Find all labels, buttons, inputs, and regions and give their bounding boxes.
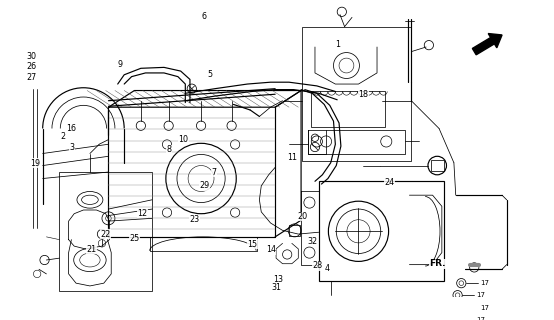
Text: 25: 25 (129, 234, 140, 243)
Text: 15: 15 (247, 240, 258, 249)
Text: 3: 3 (69, 143, 74, 152)
Text: 26: 26 (27, 62, 37, 71)
Text: 7: 7 (212, 168, 217, 177)
Text: 10: 10 (178, 135, 188, 144)
Text: 27: 27 (27, 73, 37, 82)
Text: FR.: FR. (429, 260, 445, 268)
Bar (302, 27, 411, 161)
Bar (59, 172, 152, 291)
Text: 20: 20 (297, 212, 307, 221)
FancyArrow shape (473, 34, 502, 55)
Text: 17: 17 (480, 305, 489, 311)
Text: 28: 28 (312, 261, 322, 270)
Text: 5: 5 (208, 70, 213, 79)
Text: 6: 6 (202, 12, 207, 21)
Text: 1: 1 (335, 40, 340, 49)
Text: 14: 14 (266, 245, 276, 254)
Text: 16: 16 (66, 124, 76, 133)
Text: 29: 29 (199, 181, 209, 190)
Text: 18: 18 (358, 91, 368, 100)
Text: 21: 21 (86, 244, 96, 253)
Text: 24: 24 (385, 178, 395, 187)
Text: 32: 32 (308, 237, 318, 246)
Text: 30: 30 (27, 52, 37, 61)
Bar (311, 92, 386, 127)
Text: 17: 17 (480, 280, 489, 286)
Text: 9: 9 (118, 60, 123, 69)
Text: 17: 17 (476, 317, 485, 320)
Bar (319, 181, 444, 281)
Text: 17: 17 (476, 292, 485, 298)
Text: 23: 23 (190, 215, 200, 224)
Text: 4: 4 (325, 264, 330, 273)
Text: 11: 11 (288, 153, 297, 162)
Text: 13: 13 (273, 275, 283, 284)
Text: 22: 22 (100, 230, 110, 239)
Text: 12: 12 (137, 209, 147, 218)
Text: 2: 2 (60, 132, 65, 141)
Text: 31: 31 (271, 283, 281, 292)
Bar (431, 160, 444, 171)
Text: 8: 8 (167, 145, 172, 154)
Text: 19: 19 (30, 159, 40, 168)
Bar (289, 225, 300, 236)
